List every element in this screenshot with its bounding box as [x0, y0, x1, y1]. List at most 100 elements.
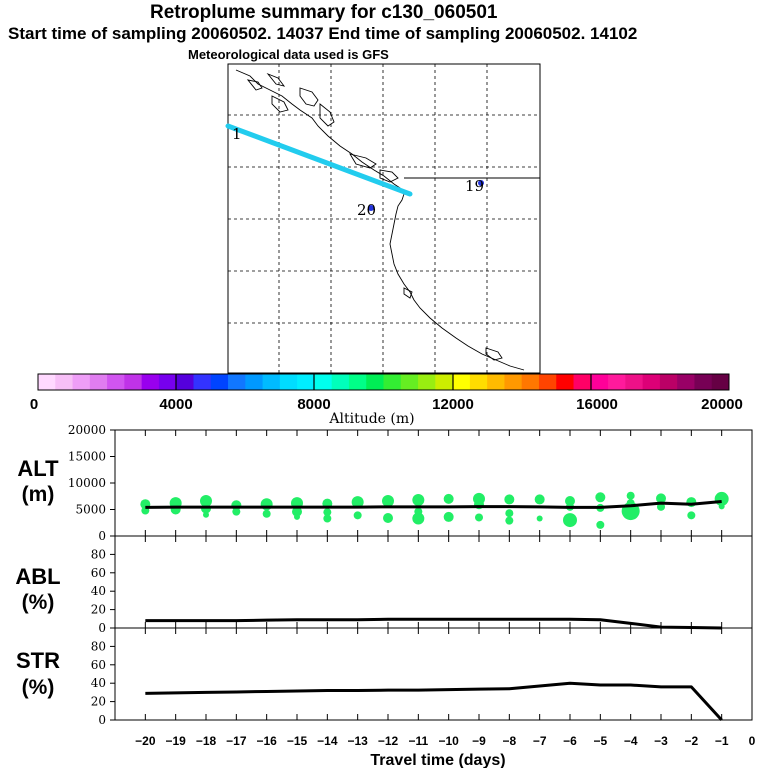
str-panel-label-line1: STR — [16, 648, 60, 673]
colorbar-swatch — [107, 374, 125, 390]
map-label-20: 20 — [357, 201, 376, 219]
alt-series-line — [145, 500, 722, 509]
x-tick-labels: −20 −19 −18 −17 −16 −15 −14 −13 −12 −11 −10 −9 −8 −7−… — [135, 734, 756, 748]
colorbar-tick-label: 20000 — [701, 396, 743, 413]
x-tick-label: −2 — [684, 734, 698, 748]
x-tick-label: −10 — [438, 734, 459, 748]
x-tick-label: −3 — [654, 734, 668, 748]
x-tick-label: −14 — [317, 734, 338, 748]
y-tick-label: 40 — [91, 676, 106, 690]
x-tick-label: −18 — [196, 734, 217, 748]
colorbar-swatch — [400, 374, 419, 390]
x-tick-label: −16 — [256, 734, 277, 748]
x-tick-label: −17 — [226, 734, 247, 748]
colorbar-ticks — [175, 374, 592, 390]
alt-panel-label-line1: ALT — [17, 456, 59, 481]
colorbar-swatch — [193, 374, 212, 390]
alt-scatter-point — [383, 512, 393, 523]
colorbar-swatch — [383, 374, 402, 390]
alt-scatter-point — [505, 509, 514, 518]
alt-scatter-point — [563, 513, 577, 528]
colorbar-swatch — [521, 374, 540, 390]
alt-scatter-point — [353, 511, 362, 520]
map-marker-20 — [368, 205, 374, 211]
colorbar-swatch — [279, 374, 298, 390]
y-tick-label: 0 — [98, 713, 106, 727]
alt-scatter-point — [475, 513, 483, 522]
x-tick-label: −1 — [715, 734, 729, 748]
colorbar-swatch — [124, 374, 143, 390]
abl-series-line — [145, 617, 722, 630]
colorbar-swatch — [538, 374, 557, 390]
colorbar-tick-label: 0 — [30, 396, 38, 413]
colorbar-tick-label: 8000 — [297, 396, 330, 413]
x-tick-label: −11 — [408, 734, 428, 748]
alt-scatter-point — [718, 503, 725, 510]
alt-scatter-point — [323, 514, 332, 523]
colorbar-swatch — [608, 374, 626, 390]
coastline — [235, 69, 540, 371]
x-tick-label: −19 — [165, 734, 186, 748]
alt-scatter-point — [412, 512, 425, 525]
alt-scatter-point — [626, 491, 635, 500]
colorbar-swatch — [659, 374, 678, 390]
alt-scatter-point — [565, 496, 575, 507]
colorbar-swatch — [504, 374, 523, 390]
str-panel-label-line2: (%) — [22, 676, 55, 699]
alt-scatter-point — [382, 495, 394, 508]
y-tick-label: 5000 — [75, 503, 106, 517]
alt-panel-label-line2: (m) — [22, 483, 55, 506]
alt-scatter-point — [412, 493, 425, 506]
sampling-time-subtitle: Start time of sampling 20060502. 14037 E… — [8, 24, 638, 43]
map-graticule — [228, 64, 540, 373]
alt-scatter-point — [534, 494, 545, 505]
y-tick-label: 0 — [98, 529, 106, 543]
colorbar-swatch — [487, 374, 505, 390]
y-tick-label: 0 — [98, 621, 106, 635]
map-frame — [227, 63, 541, 374]
x-tick-label: 0 — [749, 734, 756, 748]
trajectory-track — [225, 123, 413, 197]
colorbar-swatch — [245, 374, 264, 390]
colorbar-swatch — [469, 374, 488, 390]
colorbar-swatch — [331, 374, 350, 390]
time-series-panels: 0 5000 10000 15000 20000 0 20 40 60 80 0 20 40 60 80 — [68, 423, 753, 727]
x-tick-label: −20 — [135, 734, 156, 748]
colorbar-swatch — [625, 374, 644, 390]
x-tick-label: −9 — [472, 734, 486, 748]
colorbar-swatch — [366, 374, 384, 390]
abl-panel-label-line1: ABL — [15, 564, 60, 589]
trajectory-map: 1 19 20 — [225, 63, 541, 374]
alt-scatter-point — [443, 493, 454, 504]
colorbar-swatch — [590, 374, 609, 390]
colorbar-tick-label: 4000 — [159, 396, 192, 413]
alt-scatter-point — [323, 508, 332, 517]
alt-scatter-point — [687, 511, 696, 520]
abl-panel: 0 20 40 60 80 — [91, 535, 753, 635]
colorbar-swatch — [210, 374, 229, 390]
alt-scatter-point — [232, 507, 241, 516]
x-tick-label: −12 — [378, 734, 399, 748]
colorbar-swatch — [694, 374, 713, 390]
colorbar-swatch — [55, 374, 74, 390]
x-tick-label: −4 — [624, 734, 638, 748]
abl-panel-label-line2: (%) — [22, 591, 55, 614]
meteorological-data-note: Meteorological data used is GFS — [188, 47, 389, 62]
alt-scatter-point — [351, 496, 364, 509]
y-tick-label: 10000 — [68, 476, 106, 490]
colorbar-swatch — [711, 374, 730, 390]
colorbar-swatch — [72, 374, 91, 390]
colorbar-frame — [37, 373, 730, 391]
colorbar-swatch — [452, 374, 471, 390]
alt-scatter-point — [596, 520, 605, 529]
panel-frame — [114, 535, 753, 629]
colorbar-swatch — [297, 374, 315, 390]
panel-frame — [114, 429, 753, 537]
chart-title: Retroplume summary for c130_060501 — [150, 2, 498, 23]
alt-scatter-point — [203, 511, 209, 518]
panel-frame — [114, 627, 753, 721]
alt-scatter-point — [443, 511, 454, 522]
alt-scatter-point — [656, 493, 666, 504]
alt-scatter-point — [262, 509, 271, 518]
